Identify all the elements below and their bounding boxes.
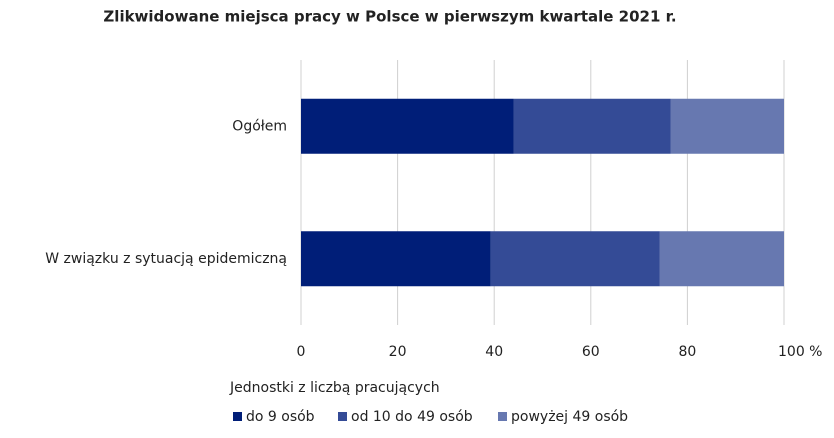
legend-swatch xyxy=(233,412,242,421)
bar-segment xyxy=(659,231,784,287)
y-tick-label: Ogółem xyxy=(232,118,287,134)
x-tick-label: 80 xyxy=(678,344,696,360)
x-tick-label: 60 xyxy=(582,344,600,360)
y-tick-label: W związku z sytuacją epidemiczną xyxy=(45,251,287,267)
bar-segment xyxy=(301,231,491,287)
legend-swatch xyxy=(498,412,507,421)
legend-label: od 10 do 49 osób xyxy=(351,409,473,425)
bar-segment xyxy=(490,231,660,287)
x-tick-label: 100 % xyxy=(778,344,822,360)
bar-segment xyxy=(301,98,514,154)
legend-label: powyżej 49 osób xyxy=(511,409,628,425)
bar-segment xyxy=(670,98,784,154)
legend-label: do 9 osób xyxy=(246,409,315,425)
chart-title: Zlikwidowane miejsca pracy w Polsce w pi… xyxy=(103,8,676,26)
x-tick-label: 20 xyxy=(389,344,407,360)
bar-segment xyxy=(513,98,671,154)
legend-swatch xyxy=(338,412,347,421)
legend-title: Jednostki z liczbą pracujących xyxy=(229,380,440,396)
x-tick-label: 0 xyxy=(297,344,306,360)
x-tick-label: 40 xyxy=(485,344,503,360)
